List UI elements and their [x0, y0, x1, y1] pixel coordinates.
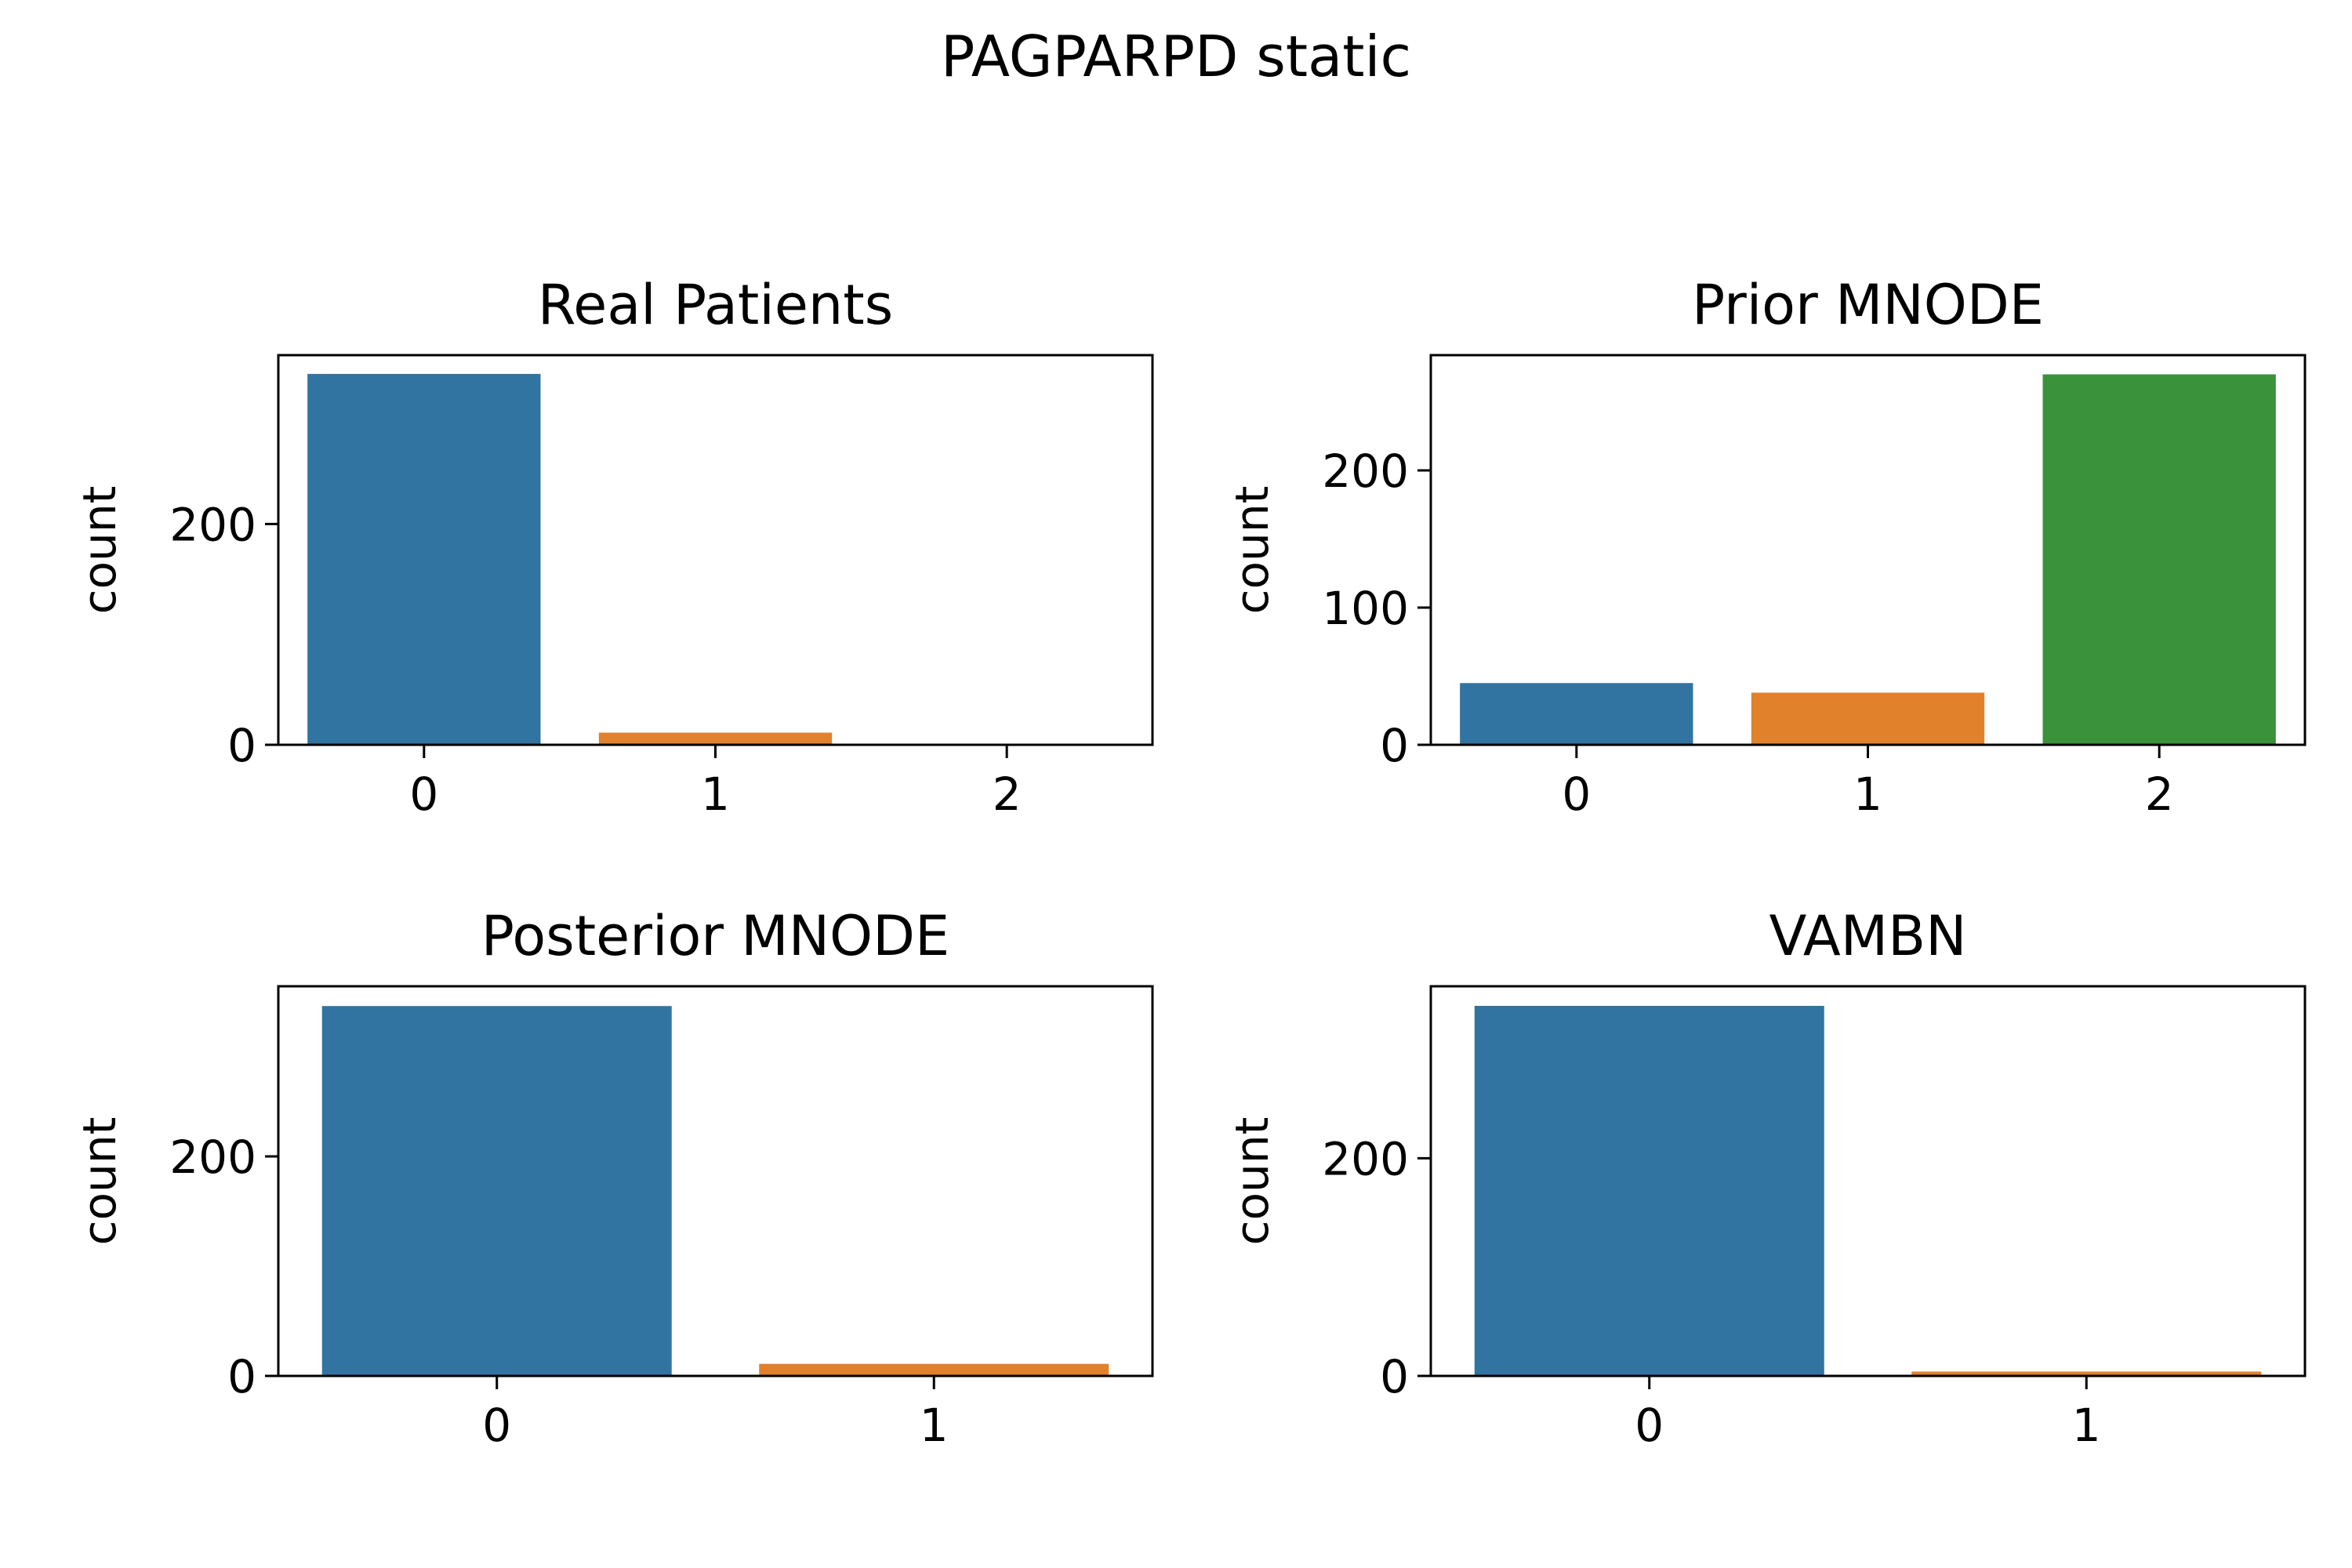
y-axis-label: count: [1225, 486, 1279, 615]
x-tick-label: 0: [482, 1399, 511, 1452]
subplot-1: 0 1 2 0 200 count Real Patients: [73, 273, 1154, 821]
subplot-3: 0 1 0 200 count Posterior MNODE: [73, 904, 1154, 1452]
bar-0: [1460, 683, 1693, 745]
subplot-title: Prior MNODE: [1692, 273, 2044, 337]
y-axis-label: count: [73, 486, 126, 615]
y-tick-label: 0: [227, 719, 256, 772]
y-tick-label: 100: [1322, 582, 1409, 635]
bar-2: [2042, 374, 2276, 745]
subplot-4: 0 1 0 200 count VAMBN: [1225, 904, 2307, 1452]
bar-1: [759, 1363, 1109, 1376]
y-axis-label: count: [1225, 1117, 1279, 1246]
y-tick-label: 200: [169, 498, 256, 551]
y-tick-label: 200: [1322, 445, 1409, 498]
x-tick-label: 2: [2145, 768, 2174, 821]
y-tick-label: 0: [1380, 1350, 1409, 1403]
y-tick-label: 200: [169, 1131, 256, 1184]
x-tick-label: 2: [993, 768, 1022, 821]
x-tick-label: 1: [701, 768, 730, 821]
x-tick-label: 0: [409, 768, 438, 821]
subplot-title: Real Patients: [538, 273, 893, 337]
y-axis-label: count: [73, 1117, 126, 1246]
bar-0: [321, 1006, 672, 1376]
subplot-title: VAMBN: [1769, 904, 1966, 968]
x-tick-label: 0: [1635, 1399, 1664, 1452]
y-tick-label: 0: [227, 1350, 256, 1403]
bar-0: [307, 373, 541, 745]
bar-1: [1751, 692, 1985, 745]
x-tick-label: 1: [1853, 768, 1882, 821]
y-tick-label: 200: [1322, 1132, 1409, 1185]
axes-frame: [277, 985, 1154, 1377]
subplot-2: 0 1 2 0 100 200 count Prior MNODE: [1225, 273, 2307, 821]
x-tick-label: 1: [2072, 1399, 2101, 1452]
x-tick-label: 1: [920, 1399, 949, 1452]
bar-0: [1474, 1005, 1824, 1376]
x-tick-label: 0: [1562, 768, 1591, 821]
axes-frame: [1429, 985, 2307, 1377]
bar-1: [598, 732, 833, 745]
subplot-title: Posterior MNODE: [481, 904, 950, 968]
figure-title: PAGPARPD static: [940, 24, 1412, 89]
y-tick-label: 0: [1380, 719, 1409, 772]
bar-1: [1911, 1371, 2262, 1376]
